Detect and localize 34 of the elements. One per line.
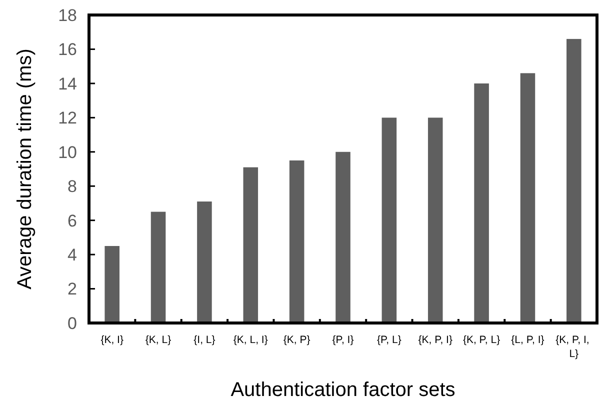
y-tick-label: 12 [58,108,77,128]
x-tick-label: {L, P, I} [511,334,545,346]
y-axis-title: Average duration time (ms) [14,48,36,290]
x-tick-label: {K, P, L} [462,334,501,346]
y-tick-label: 16 [58,40,77,60]
x-tick-label: {K, P} [283,334,311,346]
y-tick-label: 14 [58,74,77,94]
x-tick-label: {K, L} [145,334,172,346]
y-tick-label: 10 [58,142,77,162]
bar [104,246,120,323]
bar [197,202,212,323]
bar [520,73,536,323]
x-axis-title: Authentication factor sets [230,379,456,401]
bar [474,83,489,323]
bar [566,38,582,323]
y-tick-label: 0 [68,314,77,333]
x-tick-label: {K, I} [100,334,124,346]
x-tick-label: {K, P, I} [418,334,453,346]
x-tick-label: {I, L} [194,334,216,346]
x-tick-label: {K, L, I} [233,334,268,346]
x-tick-label: {P, I} [332,334,354,346]
x-tick-label: {P, L} [377,334,402,346]
bar [150,212,166,323]
bar [243,167,258,323]
x-tick-label: {K, P, I, L} [556,334,592,360]
y-tick-label: 18 [58,6,77,25]
bar [428,118,443,323]
y-tick-label: 6 [68,211,77,230]
y-tick-label: 8 [68,177,77,196]
y-tick-label: 4 [68,246,77,265]
bar [336,152,350,323]
bar [289,160,304,323]
bar [382,118,397,323]
y-tick-label: 2 [68,280,77,299]
